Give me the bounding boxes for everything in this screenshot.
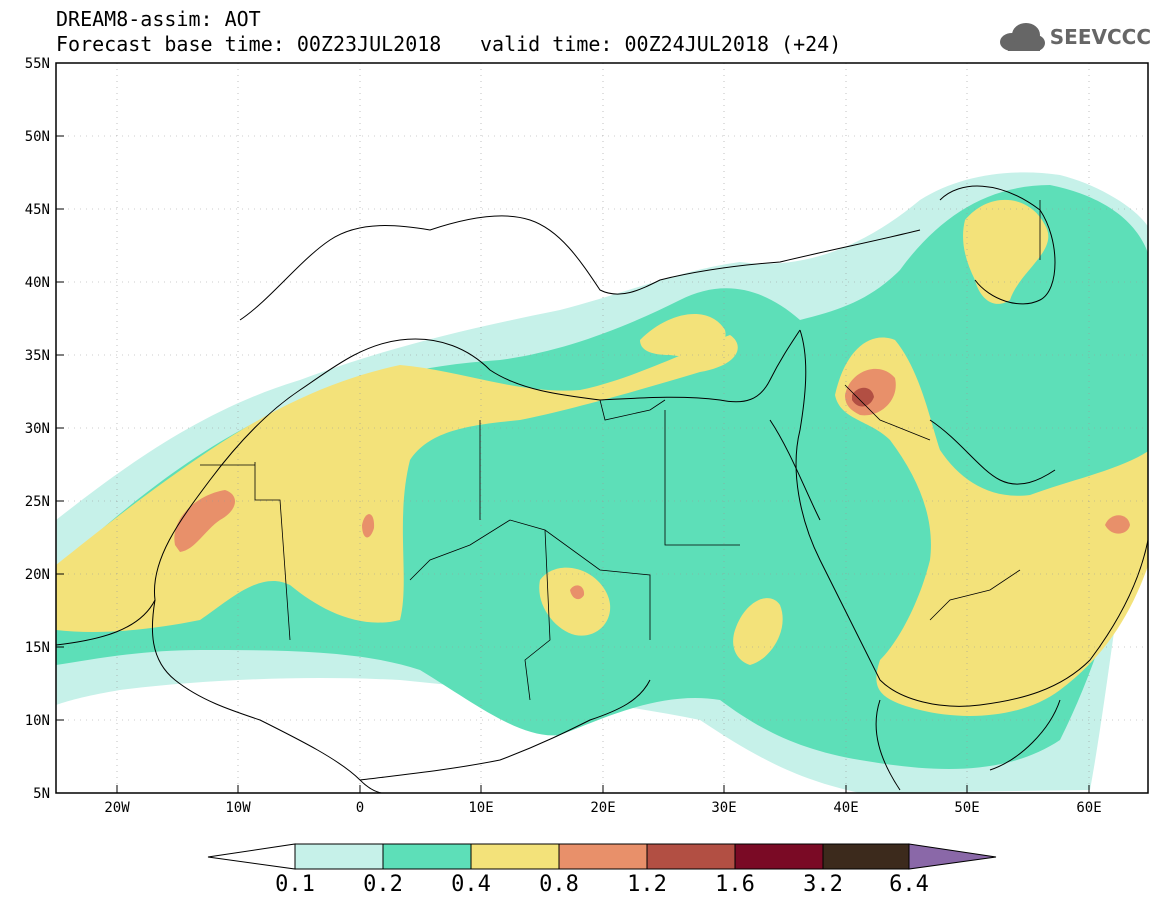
colorbar-bin — [822, 843, 910, 870]
lat-label: 20N — [25, 567, 50, 583]
colorbar-label: 0.1 — [275, 872, 315, 897]
colorbar: 0.1 0.2 0.4 0.8 1.2 1.6 3.2 6.4 — [207, 843, 997, 897]
aot-band-12-iraq — [852, 387, 874, 407]
lat-label: 15N — [25, 640, 50, 656]
country-borders — [200, 200, 1041, 701]
seevccc-logo: SEEVCCC — [998, 22, 1151, 52]
lat-label: 40N — [25, 275, 50, 291]
lat-label: 45N — [25, 202, 50, 218]
aot-band-08-oman — [1105, 515, 1130, 534]
valid-time: valid time: 00Z24JUL2018 (+24) — [480, 32, 842, 56]
colorbar-high-arrow — [908, 843, 997, 870]
lon-label: 50E — [954, 800, 979, 816]
colorbar-label: 0.8 — [539, 872, 579, 897]
aot-band-04-aegean — [640, 313, 726, 357]
lat-label: 55N — [25, 56, 50, 72]
aot-band-08-mauritania — [174, 490, 236, 552]
lon-label: 0 — [356, 800, 364, 816]
lon-label: 60E — [1076, 800, 1101, 816]
lat-label: 30N — [25, 421, 50, 437]
aot-band-04-sudan — [733, 598, 783, 665]
logo-text: SEEVCCC — [1049, 25, 1151, 49]
colorbar-label: 6.4 — [889, 872, 929, 897]
colorbar-bin — [382, 843, 472, 870]
colorbar-bin — [294, 843, 384, 870]
colorbar-bin — [470, 843, 560, 870]
lat-label: 25N — [25, 494, 50, 510]
lon-label: 30E — [711, 800, 736, 816]
map-title: DREAM8-assim: AOT — [56, 7, 261, 31]
colorbar-label: 0.4 — [451, 872, 491, 897]
colorbar-bin — [646, 843, 736, 870]
forecast-base-time: Forecast base time: 00Z23JUL2018 — [56, 32, 442, 56]
colorbar-label: 3.2 — [803, 872, 843, 897]
aot-band-04-caspian — [963, 199, 1049, 304]
colorbar-label: 1.2 — [627, 872, 667, 897]
lat-label: 50N — [25, 129, 50, 145]
aot-band-08-mali — [362, 514, 375, 538]
aot-band-04-chad — [539, 567, 611, 636]
dust-field — [56, 172, 1148, 793]
colorbar-label: 1.6 — [715, 872, 755, 897]
aot-band-04-arabia — [835, 337, 1148, 716]
lon-label: 10W — [225, 800, 251, 816]
lat-label: 10N — [25, 713, 50, 729]
aot-band-04-west — [56, 335, 738, 632]
coastlines — [56, 185, 1148, 793]
lon-label: 20W — [104, 800, 130, 816]
lon-label: 40E — [833, 800, 858, 816]
tick-marks — [56, 62, 1090, 794]
lat-label: 5N — [33, 786, 50, 802]
aot-band-08-chad — [570, 585, 585, 600]
colorbar-bin — [558, 843, 648, 870]
lon-label: 10E — [468, 800, 493, 816]
longitude-labels: 20W 10W 0 10E 20E 30E 40E 50E 60E — [104, 800, 1101, 816]
colorbar-low-arrow — [207, 843, 296, 870]
cloud-icon — [999, 23, 1045, 51]
colorbar-bin — [734, 843, 824, 870]
graticule — [56, 63, 1148, 793]
lon-label: 20E — [590, 800, 615, 816]
latitude-labels: 55N 50N 45N 40N 35N 30N 25N 20N 15N 10N … — [25, 56, 50, 802]
lat-label: 35N — [25, 348, 50, 364]
aot-band-02 — [56, 185, 1148, 769]
colorbar-label: 0.2 — [363, 872, 403, 897]
